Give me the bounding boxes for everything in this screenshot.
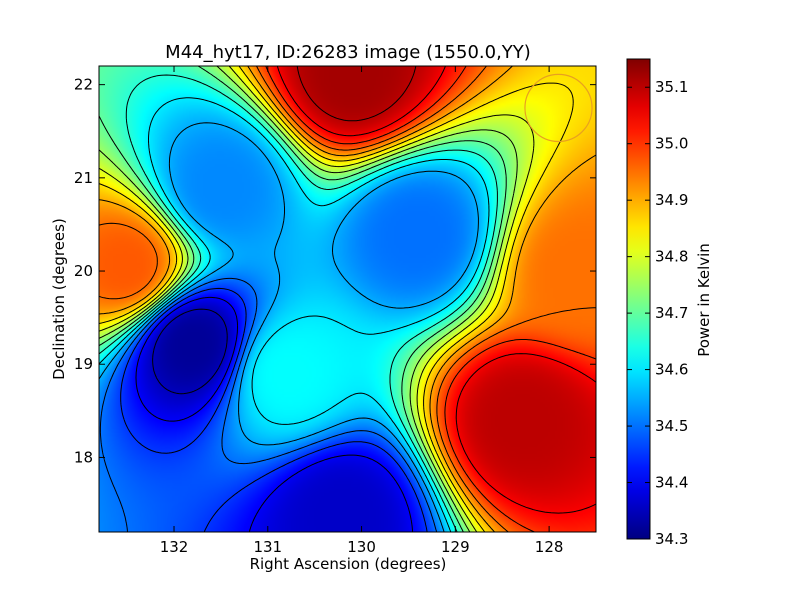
colorbar-tick-label: 34.7 (655, 304, 688, 322)
beam-marker (524, 73, 593, 143)
contour-line (99, 74, 498, 532)
contour-line (99, 66, 535, 532)
colorbar-tick-label: 34.6 (655, 361, 688, 379)
y-tick-label: 22 (74, 76, 93, 94)
colorbar: 34.3 34.4 34.5 34.6 34.7 34.8 34.9 35.0 35.1 Pow… (626, 58, 713, 548)
contour-line (99, 122, 479, 532)
colorbar-ticks: 34.3 34.4 34.5 34.6 34.7 34.8 34.9 35.0 35.1 (627, 78, 688, 548)
x-tick-label: 128 (535, 538, 564, 556)
contour-line (99, 66, 574, 532)
plot-area: 132 131 130 129 128 18 19 20 21 22 (74, 65, 597, 556)
y-tick-label: 19 (74, 355, 93, 373)
y-tick-label: 20 (74, 262, 93, 280)
y-axis-label: Declination (degrees) (50, 218, 68, 380)
x-tick-label: 131 (253, 538, 282, 556)
x-tick-label: 130 (347, 538, 376, 556)
contour-line (99, 277, 438, 532)
contour-line (265, 66, 596, 532)
contour-line (99, 66, 518, 532)
contour-line (99, 97, 490, 532)
contour-line (135, 296, 414, 532)
colorbar-tick-label: 34.8 (655, 248, 688, 266)
contour-line (99, 66, 596, 532)
contour-lines (99, 66, 596, 532)
y-tick-label: 18 (74, 448, 93, 466)
colorbar-tick-label: 34.4 (655, 474, 688, 492)
colorbar-tick-label: 34.9 (655, 191, 688, 209)
y-tick-label: 21 (74, 169, 93, 187)
contour-line (99, 66, 596, 532)
contour-line (296, 66, 417, 122)
colorbar-tick-label: 35.0 (655, 135, 688, 153)
y-axis-ticks: 18 19 20 21 22 (74, 76, 596, 466)
x-axis-ticks: 132 131 130 129 128 (160, 66, 564, 556)
x-axis-label: Right Ascension (degrees) (250, 555, 447, 573)
colorbar-tick-label: 34.3 (655, 530, 688, 548)
colorbar-gradient (626, 58, 651, 540)
x-tick-label: 129 (441, 538, 470, 556)
contour-line (120, 287, 428, 532)
colorbar-tick-label: 35.1 (655, 78, 688, 96)
contour-line (276, 66, 596, 514)
contour-line (152, 308, 228, 395)
plot-frame (98, 65, 597, 533)
colorbar-label: Power in Kelvin (695, 243, 713, 357)
colorbar-tick-label: 34.5 (655, 417, 688, 435)
x-tick-label: 132 (160, 538, 189, 556)
chart-title: M44_hyt17, ID:26283 image (1550.0,YY) (165, 42, 531, 63)
